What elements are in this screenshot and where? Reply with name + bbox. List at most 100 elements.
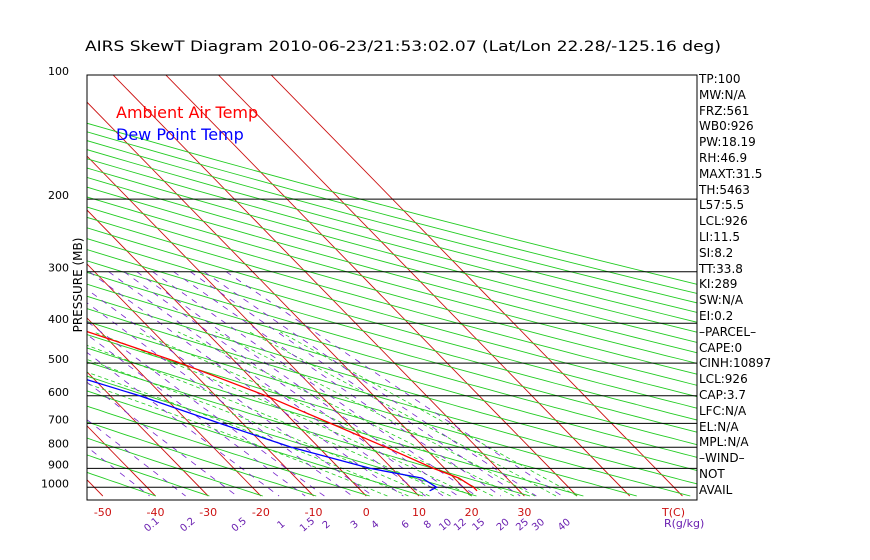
moist-adiabat-line — [87, 344, 451, 497]
index-value: RH:46.9 — [699, 150, 748, 165]
chart-title: AIRS SkewT Diagram 2010-06-23/21:53:02.0… — [85, 39, 721, 55]
dry-adiabat-line — [87, 347, 584, 497]
index-value: EI:0.2 — [699, 308, 734, 323]
pressure-tick-label: 500 — [48, 353, 69, 366]
isotherm-line — [87, 371, 209, 497]
dry-adiabat-line — [87, 186, 697, 354]
dry-adiabat-line — [87, 216, 697, 386]
bottom-temp-tick-label: -40 — [147, 506, 165, 519]
dry-adiabat-line — [87, 405, 370, 497]
pressure-tick-label: 400 — [48, 313, 69, 326]
mixing-ratio-label: 8 — [422, 519, 434, 532]
isotherm-line — [87, 209, 367, 497]
index-value: –WIND– — [699, 451, 745, 466]
mixing-ratio-label: 12 — [452, 517, 469, 534]
pressure-tick-label: 200 — [48, 189, 69, 202]
isotherm-line — [112, 75, 525, 497]
mixing-ratio-line — [87, 419, 186, 497]
isotherm-line — [165, 75, 578, 497]
index-value: NOT — [699, 466, 725, 481]
dry-adiabat-line — [87, 320, 691, 497]
isotherm-line — [270, 75, 683, 497]
dry-adiabat-line — [87, 149, 697, 313]
mixing-ratio-line — [87, 302, 353, 497]
pressure-tick-label: 700 — [48, 413, 69, 426]
dry-adiabat-line — [87, 196, 697, 364]
dry-adiabat-line — [87, 334, 637, 497]
bottom-temp-tick-label: -20 — [252, 506, 270, 519]
mixing-ratio-line — [152, 271, 477, 497]
index-value: MPL:N/A — [699, 435, 749, 450]
index-value: TT:33.8 — [699, 261, 743, 276]
mixing-ratio-label: 0.2 — [178, 516, 197, 535]
mixing-ratio-label: 30 — [530, 517, 547, 534]
y-axis-label: PRESSURE (MB) — [71, 238, 85, 333]
bottom-temp-tick-label: 0 — [363, 506, 370, 519]
dry-adiabat-line — [87, 206, 697, 375]
moist-adiabat-line — [87, 383, 388, 497]
mixing-ratio-label: 25 — [514, 517, 531, 534]
bottom-temp-tick-label: -30 — [199, 506, 217, 519]
dry-adiabat-line — [87, 249, 697, 421]
pressure-tick-label: 100 — [48, 65, 69, 78]
mixing-ratio-label: 20 — [495, 517, 512, 534]
index-value: TH:5463 — [699, 182, 750, 197]
mixing-ratio-line — [123, 271, 444, 497]
bottom-temp-tick-label: 10 — [412, 506, 426, 519]
pressure-tick-label: 600 — [48, 386, 69, 399]
dewpoint-profile-line — [87, 379, 438, 492]
mixing-ratio-line — [136, 271, 459, 497]
legend-ambient-air-temp: Ambient Air Temp — [116, 103, 258, 122]
index-value: CINH:10897 — [699, 356, 772, 371]
dry-adiabat-line — [87, 158, 697, 323]
index-value: –PARCEL– — [699, 324, 757, 339]
mixing-ratio-line — [87, 351, 280, 497]
dry-adiabat-line — [87, 238, 697, 409]
isotherm-line — [87, 101, 473, 497]
dry-adiabat-line — [87, 437, 263, 497]
mixing-ratio-line — [89, 271, 404, 497]
mixing-ratio-line — [225, 271, 563, 497]
dry-adiabat-line — [87, 454, 210, 497]
mixing-ratio-label: 0.5 — [230, 516, 249, 535]
moist-adiabat-line — [249, 331, 557, 497]
dry-adiabat-line — [87, 361, 531, 497]
bottom-temp-tick-label: -10 — [305, 506, 323, 519]
mixing-ratio-line — [87, 446, 150, 497]
pressure-tick-label: 800 — [48, 437, 69, 450]
mixing-ratio-line — [108, 271, 426, 497]
index-value: SI:8.2 — [699, 245, 734, 260]
moist-adiabat-line — [93, 331, 472, 497]
indices-panel: TP:100 MW:N/A FRZ:561 WB0:926 PW:18.19 RH:46.… — [699, 72, 869, 499]
index-value: KI:289 — [699, 277, 738, 292]
pressure-tick-label: 900 — [48, 458, 69, 471]
index-value: CAPE:0 — [699, 340, 743, 355]
index-value: LCL:926 — [699, 372, 748, 387]
moist-adiabat-line — [215, 331, 536, 497]
index-value: CAP:3.7 — [699, 387, 746, 402]
dry-adiabat-line — [87, 131, 697, 294]
moist-adiabat-line — [87, 359, 430, 497]
bottom-temp-tick-label: -50 — [94, 506, 112, 519]
isotherm-line — [87, 263, 314, 497]
mixing-ratio-line — [87, 334, 306, 497]
mixing-ratio-line — [87, 321, 325, 497]
isotherm-line — [217, 75, 631, 497]
bottom-temp-tick-label: 20 — [465, 506, 479, 519]
dry-adiabat-line — [87, 271, 697, 446]
dry-adiabat-line — [87, 375, 477, 497]
index-value: LFC:N/A — [699, 403, 747, 418]
mixing-ratio-label: 2 — [321, 519, 333, 532]
index-value: FRZ:561 — [699, 103, 750, 118]
legend-dew-point-temp: Dew Point Temp — [116, 125, 244, 144]
temperature-profile-line — [87, 330, 478, 492]
index-value: L57:5.5 — [699, 198, 745, 213]
mixing-ratio-label: 3 — [349, 519, 361, 532]
dry-adiabat-line — [87, 308, 697, 485]
mixing-ratio-label: 4 — [370, 519, 382, 532]
mixing-ratio-label: 1 — [276, 519, 288, 532]
index-value: WB0:926 — [699, 119, 754, 134]
mixing-ratio-label: 40 — [556, 517, 573, 534]
temp-axis-unit: T(C) — [661, 506, 685, 519]
